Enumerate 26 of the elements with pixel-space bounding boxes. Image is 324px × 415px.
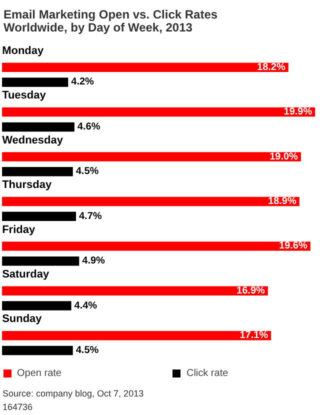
data-label: 19.0% bbox=[270, 151, 298, 162]
y-tick-label: Friday bbox=[2, 224, 36, 236]
data-label: 17.1% bbox=[240, 330, 268, 342]
data-label: 19.9% bbox=[284, 106, 312, 118]
data-label: 4.5% bbox=[76, 166, 99, 178]
data-label: 16.9% bbox=[236, 285, 266, 296]
legend-label: Click rate bbox=[186, 367, 228, 379]
data-label: 4.4% bbox=[74, 300, 98, 312]
data-label: 4.9% bbox=[82, 256, 106, 267]
data-label: 4.6% bbox=[77, 121, 100, 132]
data-label: 4.7% bbox=[79, 210, 102, 222]
data-label: 19.6% bbox=[279, 240, 308, 252]
text: 164736 bbox=[2, 402, 33, 412]
y-tick-label: Thursday bbox=[2, 179, 52, 192]
source-note: Source: company blog, Oct 7, 2013 bbox=[2, 388, 144, 398]
y-tick-label: Sunday bbox=[2, 313, 43, 326]
data-label: 18.2% bbox=[257, 62, 286, 73]
chart-title: Email Marketing Open vs. Click Rates Worldwide, by Day of Week, 2013 bbox=[4, 8, 218, 34]
legend-label: Open rate bbox=[17, 367, 62, 379]
y-tick-label: Saturday bbox=[2, 268, 50, 281]
y-tick-label: Monday bbox=[2, 44, 45, 57]
data-label: 4.2% bbox=[71, 76, 94, 88]
y-tick-label: Wednesday bbox=[2, 134, 64, 146]
y-tick-label: Tuesday bbox=[2, 90, 47, 102]
data-label: 18.9% bbox=[268, 196, 296, 207]
data-label: 4.5% bbox=[76, 345, 99, 356]
